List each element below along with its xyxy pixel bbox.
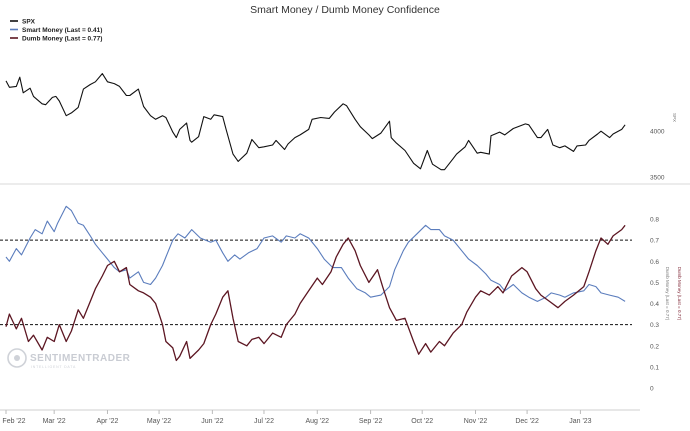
x-tick-label-5: Jul '22 (254, 418, 274, 425)
bottom-y-tick-2: 0.2 (650, 343, 659, 350)
bottom-y-tick-3: 0.3 (650, 322, 659, 329)
x-axis: Feb '22 Mar '22 Apr '22 May '22 Jun '22 Jul '… (0, 409, 640, 425)
x-tick-label-8: Oct '22 (411, 418, 433, 425)
bottom-y-tick-6: 0.6 (650, 259, 659, 266)
x-tick-label-7: Sep '22 (359, 418, 383, 425)
x-tick-label-6: Aug '22 (306, 418, 330, 425)
legend-label-0: SPX (22, 18, 36, 25)
bottom-y-tick-5: 0.5 (650, 280, 659, 287)
dumb-money-axis-label: Dumb Money (Last = 0.77) (665, 267, 670, 321)
x-tick-label-1: Mar '22 (43, 418, 66, 425)
spx-axis-label: SPX (672, 113, 677, 122)
dumb-money-axis-label-accent: Dumb Money (Last = 0.77) (677, 267, 682, 321)
legend: SPX Smart Money (Last = 0.41)Dumb Money (… (10, 18, 102, 42)
watermark-brand: SENTIMENTRADER (30, 353, 131, 364)
chart-title: Smart Money / Dumb Money Confidence (250, 4, 440, 16)
bottom-y-tick-0: 0 (650, 386, 654, 393)
x-tick-label-11: Jan '23 (569, 418, 591, 425)
bottom-y-tick-1: 0.1 (650, 364, 659, 371)
x-tick-label-9: Nov '22 (464, 418, 488, 425)
watermark-logo-icon (7, 348, 27, 368)
x-tick-label-10: Dec '22 (515, 418, 539, 425)
bottom-y-tick-8: 0.8 (650, 217, 659, 224)
watermark-tagline: INTELLIGENT DATA (31, 365, 76, 369)
spx-y-tick-0: 3500 (650, 175, 665, 182)
x-tick-label-2: Apr '22 (96, 418, 118, 425)
smart-money-line (5, 205, 626, 302)
legend-label-1: Smart Money (Last = 0.41) (22, 27, 102, 34)
top-panel: 3500 4000 SPX (0, 73, 690, 185)
x-tick-label-3: May '22 (147, 418, 171, 425)
x-tick-label-0: Feb '22 (2, 418, 25, 425)
watermark: SENTIMENTRADER INTELLIGENT DATA (7, 348, 131, 369)
bottom-panel: 0 0.1 0.2 0.3 0.4 0.5 0.6 0.7 0.8 Dumb Money (Las… (0, 205, 682, 393)
x-tick-label-4: Jun '22 (201, 418, 223, 425)
bottom-y-tick-7: 0.7 (650, 238, 659, 245)
spx-y-tick-1: 4000 (650, 129, 665, 136)
legend-label-2: Dumb Money (Last = 0.77) (22, 35, 102, 42)
dumb-money-line (5, 224, 626, 362)
bottom-y-tick-4: 0.4 (650, 301, 659, 308)
spx-line (5, 73, 626, 171)
